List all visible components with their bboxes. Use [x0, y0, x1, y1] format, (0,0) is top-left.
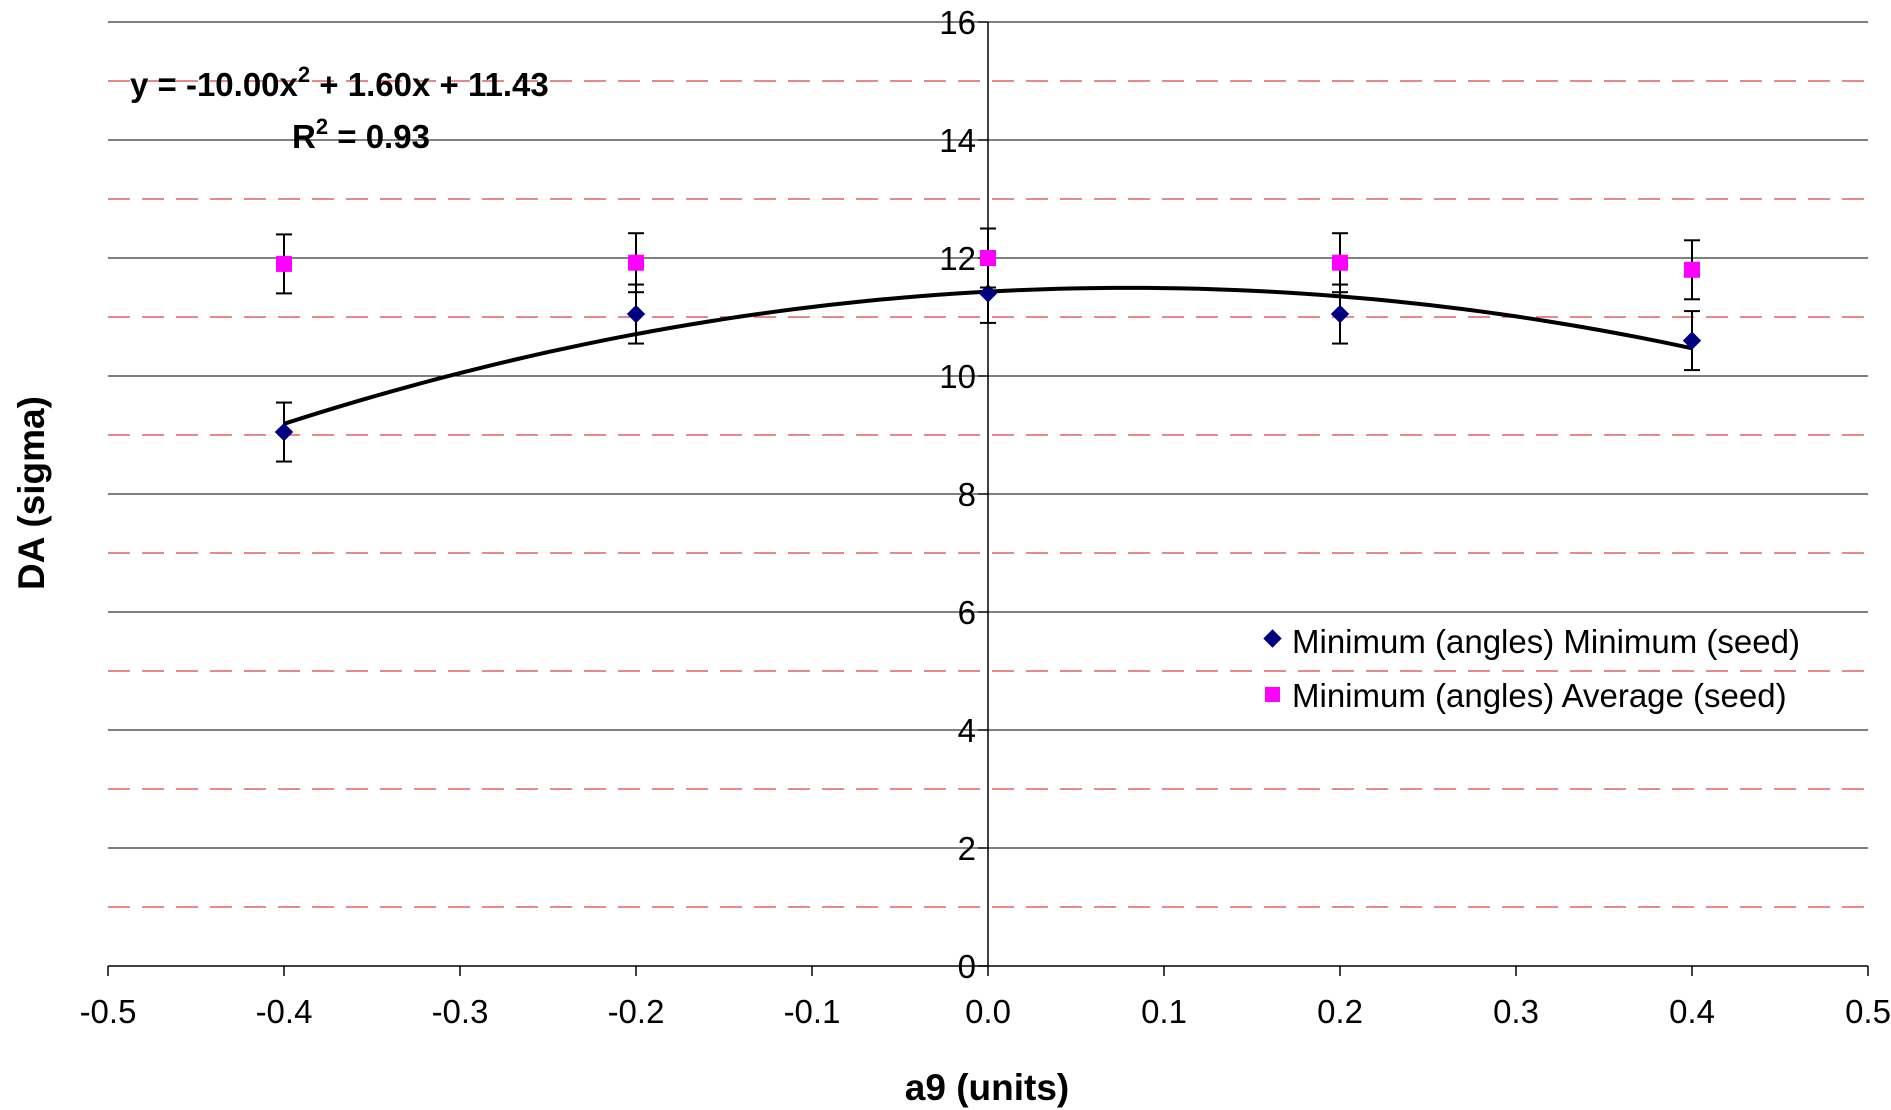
y-tick-label: 16 — [939, 4, 976, 41]
reference-lines — [108, 80, 1868, 908]
x-tick-label: -0.2 — [608, 993, 665, 1030]
data-point-min-avg — [1332, 254, 1348, 271]
y-axis-title: DA (sigma) — [11, 396, 52, 590]
data-point-min-min — [1682, 331, 1702, 350]
x-tick-label: -0.4 — [256, 993, 313, 1030]
legend: Minimum (angles) Minimum (seed) Minimum … — [1263, 623, 1800, 714]
legend-marker-min-avg — [1265, 687, 1280, 702]
legend-marker-min-min — [1263, 629, 1282, 648]
series-layer — [274, 227, 1702, 463]
y-tick-label: 10 — [939, 358, 976, 395]
y-tick-label: 14 — [939, 122, 976, 159]
data-point-min-avg — [980, 250, 996, 266]
trendline-equation: y = -10.00x2 + 1.60x + 11.43 — [130, 62, 549, 103]
x-tick-label: -0.3 — [432, 993, 489, 1030]
trendline-r2: R2 = 0.93 — [292, 114, 430, 155]
x-tick-label: -0.5 — [80, 993, 137, 1030]
data-point-min-min — [1330, 304, 1350, 324]
legend-label-min-min: Minimum (angles) Minimum (seed) — [1292, 623, 1800, 660]
y-tick-label: 8 — [958, 476, 976, 513]
y-tick-label: 6 — [958, 594, 976, 631]
y-tick-label: 12 — [939, 240, 976, 277]
data-point-min-min — [978, 284, 998, 303]
x-tick-label: 0.0 — [965, 993, 1011, 1030]
data-point-min-min — [626, 304, 646, 324]
x-ticks: -0.5 -0.4 -0.3 -0.2 -0.1 0.0 0.1 0.2 0.3 0.4 0.5 — [80, 966, 1891, 1030]
x-tick-label: 0.5 — [1845, 993, 1891, 1030]
x-tick-label: -0.1 — [784, 993, 841, 1030]
data-point-min-avg — [276, 255, 292, 272]
x-tick-label: 0.2 — [1317, 993, 1363, 1030]
legend-label-min-avg: Minimum (angles) Average (seed) — [1292, 677, 1787, 714]
x-tick-label: 0.3 — [1493, 993, 1539, 1030]
data-point-min-avg — [628, 254, 644, 271]
data-point-min-min — [274, 422, 294, 442]
x-axis-title: a9 (units) — [905, 1067, 1069, 1108]
y-tick-label: 0 — [958, 948, 976, 985]
y-tick-label: 2 — [958, 830, 976, 867]
x-tick-label: 0.1 — [1141, 993, 1187, 1030]
y-ticks: 0 2 4 6 8 10 12 14 16 — [939, 4, 988, 985]
data-point-min-avg — [1684, 261, 1700, 278]
y-tick-label: 4 — [958, 712, 976, 749]
x-tick-label: 0.4 — [1669, 993, 1715, 1030]
